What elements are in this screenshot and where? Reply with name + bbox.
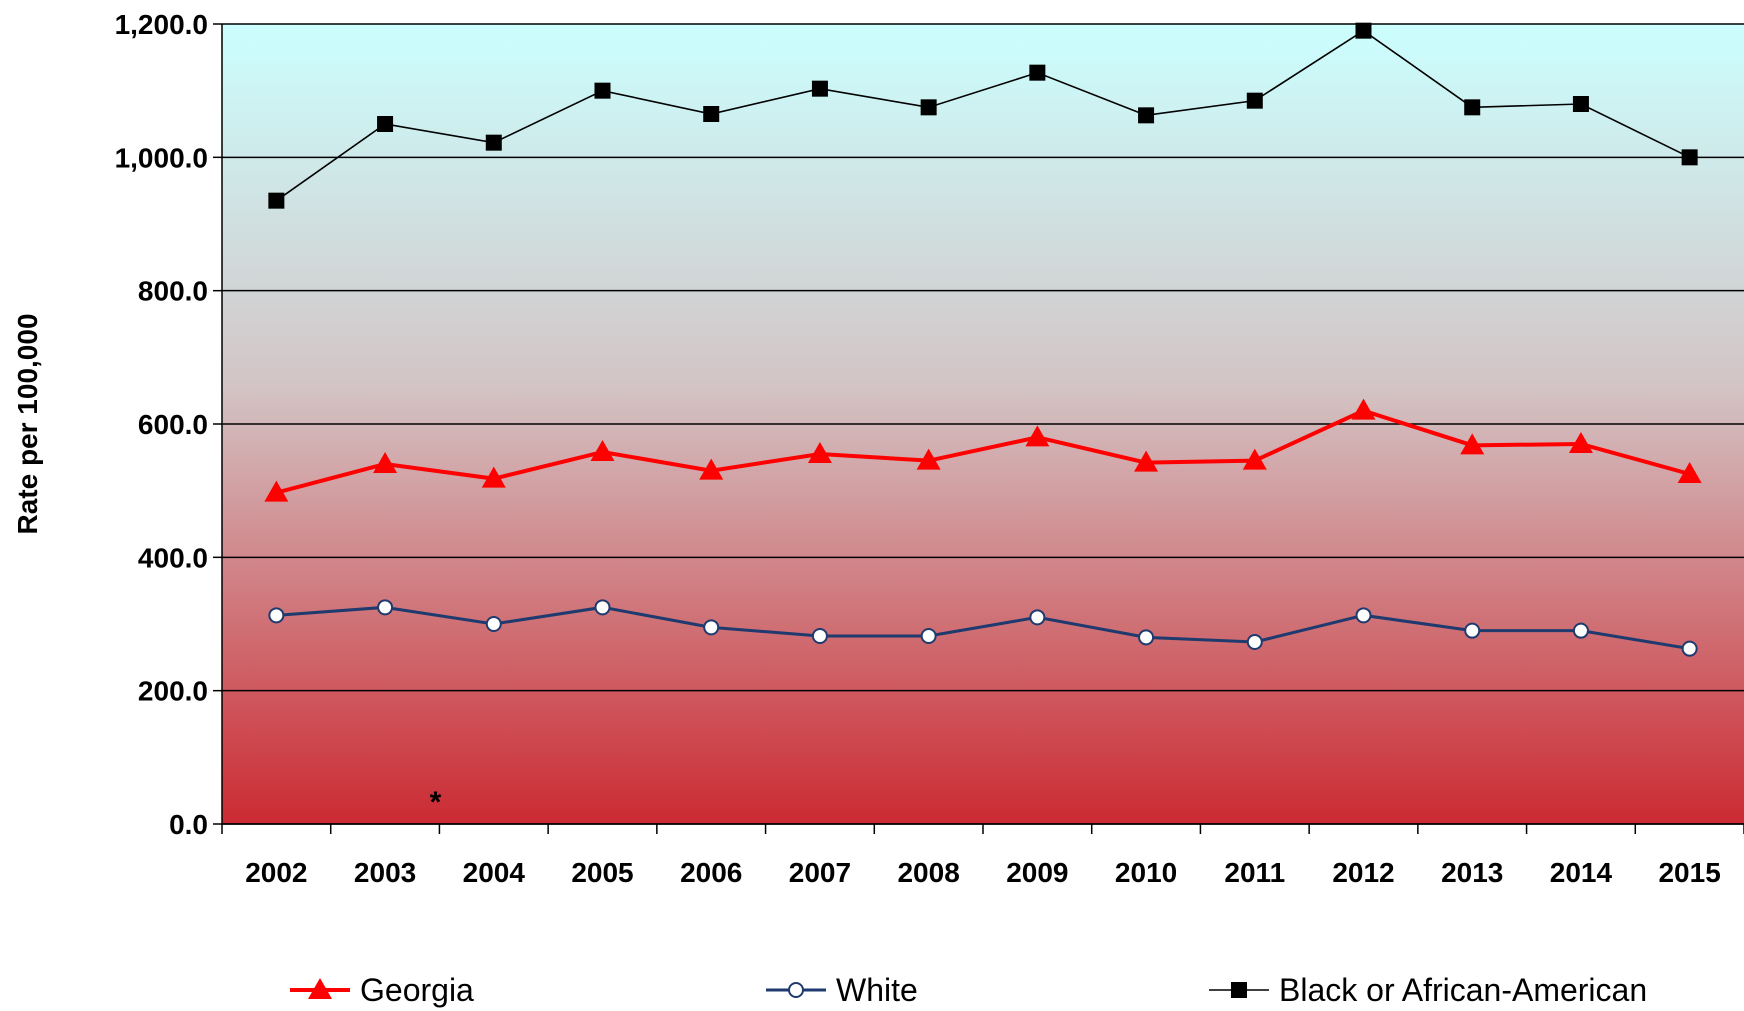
series-line xyxy=(275,29,1690,202)
legend-item: White xyxy=(766,972,918,1008)
x-tick-label: 2005 xyxy=(571,857,633,888)
y-tick-label: 600.0 xyxy=(138,409,208,440)
data-point xyxy=(377,599,394,616)
x-tick-label: 2007 xyxy=(789,857,851,888)
y-tick-label: 800.0 xyxy=(138,276,208,307)
data-point xyxy=(1029,609,1046,626)
data-point xyxy=(1568,432,1593,453)
x-tick-labels: 2002 2003 2004 2005 2006 2007 2008 2009 2010 2011… xyxy=(245,857,1721,888)
legend-label: White xyxy=(836,972,918,1008)
legend-item: Georgia xyxy=(290,972,474,1008)
annotations: * xyxy=(430,786,442,819)
axes xyxy=(213,23,1744,834)
data-point xyxy=(811,628,828,644)
series-group xyxy=(268,599,1698,657)
x-tick-label: 2011 xyxy=(1224,857,1285,888)
x-tick-label: 2015 xyxy=(1658,857,1720,888)
legend-marker xyxy=(788,982,804,998)
y-tick-label: 0.0 xyxy=(169,809,208,840)
legend: Georgia White Black or African-American xyxy=(290,972,1647,1008)
data-point xyxy=(590,440,615,461)
data-point xyxy=(1138,629,1155,646)
data-point xyxy=(268,607,285,624)
x-tick-label: 2009 xyxy=(1006,857,1068,888)
y-axis-title: Rate per 100,000 xyxy=(12,313,43,534)
data-point xyxy=(1681,640,1698,657)
data-point xyxy=(594,82,611,99)
y-tick-label: 200.0 xyxy=(138,676,208,707)
x-tick-label: 2010 xyxy=(1115,857,1177,888)
x-tick-label: 2013 xyxy=(1441,857,1503,888)
data-point xyxy=(1355,22,1372,39)
data-point xyxy=(1572,622,1589,639)
data-point xyxy=(1134,450,1159,472)
data-point xyxy=(920,99,937,116)
series-line xyxy=(275,408,1691,495)
data-point xyxy=(373,452,398,473)
y-tick-label: 1,200.0 xyxy=(115,9,208,40)
data-point xyxy=(268,192,285,209)
x-tick-label: 2002 xyxy=(245,857,307,888)
y-tick-labels: 0.0 200.0 400.0 600.0 800.0 1,000.0 1,200.0 xyxy=(115,9,208,840)
series-group xyxy=(268,22,1698,209)
x-tick-label: 2004 xyxy=(463,857,526,888)
data-point xyxy=(1242,448,1267,470)
data-point xyxy=(264,480,289,502)
y-tick-label: 400.0 xyxy=(138,542,208,573)
series-line xyxy=(276,605,1690,651)
data-point xyxy=(485,616,502,632)
data-point xyxy=(1138,107,1155,124)
series xyxy=(264,22,1702,657)
data-point xyxy=(594,599,611,616)
x-tick-label: 2012 xyxy=(1332,857,1394,888)
data-point xyxy=(377,116,394,132)
legend-marker xyxy=(308,978,332,999)
data-point xyxy=(1464,622,1481,639)
data-point xyxy=(1355,607,1372,624)
data-point xyxy=(703,106,720,122)
annotation-asterisk: * xyxy=(430,786,442,819)
data-point xyxy=(807,442,832,463)
series-group xyxy=(264,398,1702,502)
data-point xyxy=(1464,99,1481,116)
data-point xyxy=(1029,64,1046,81)
x-tick-label: 2003 xyxy=(354,857,416,888)
x-tick-label: 2014 xyxy=(1550,857,1613,888)
data-point xyxy=(1681,149,1698,166)
data-point xyxy=(1351,398,1376,420)
data-point xyxy=(1246,92,1263,109)
data-point xyxy=(703,619,720,636)
x-tick-label: 2006 xyxy=(680,857,742,888)
legend-marker xyxy=(1231,982,1247,998)
legend-label: Georgia xyxy=(360,972,474,1008)
data-point xyxy=(1025,425,1050,447)
data-point xyxy=(920,628,937,644)
data-point xyxy=(1572,96,1589,112)
legend-item: Black or African-American xyxy=(1209,972,1647,1008)
legend-label: Black or African-American xyxy=(1279,972,1647,1008)
data-point xyxy=(699,458,724,480)
data-point xyxy=(481,466,506,488)
y-tick-label: 1,000.0 xyxy=(115,142,208,173)
data-point xyxy=(485,134,502,151)
data-point xyxy=(1246,634,1263,650)
data-point xyxy=(811,80,828,97)
x-tick-label: 2008 xyxy=(897,857,959,888)
data-point xyxy=(1677,462,1702,483)
data-point xyxy=(1460,433,1485,455)
data-point xyxy=(916,448,941,470)
